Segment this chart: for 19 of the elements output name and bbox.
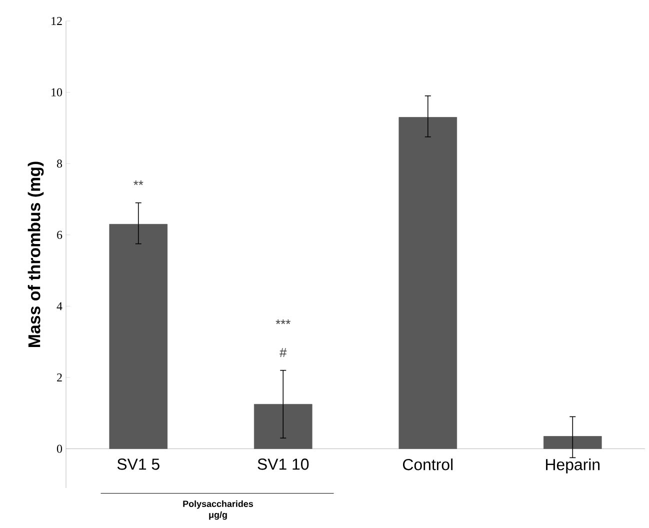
bar [543,436,602,449]
y-axis-title: Mass of thrombus (mg) [28,162,44,347]
y-tick-label: 2 [57,374,62,382]
text: Polysaccharides μg/g [183,500,254,520]
bar [109,224,168,449]
x-tick-label: SV1 5 [117,458,160,470]
x-tick-label: Control [403,458,452,470]
y-tick-label: 6 [57,230,62,239]
y-tick-label: 8 [56,160,62,168]
bar [398,117,458,449]
x-tick-label: SV1 10 [258,458,309,470]
y-tick-label: 4 [56,302,62,310]
y-tick-label: 12 [52,17,62,25]
y-tick-label: 0 [56,444,62,453]
x-tick-label: Heparin [546,458,600,474]
annotation: # [280,348,287,357]
annotation: *** [276,320,290,324]
annotation: ** [134,180,144,186]
y-tick-label: 10 [52,88,62,96]
